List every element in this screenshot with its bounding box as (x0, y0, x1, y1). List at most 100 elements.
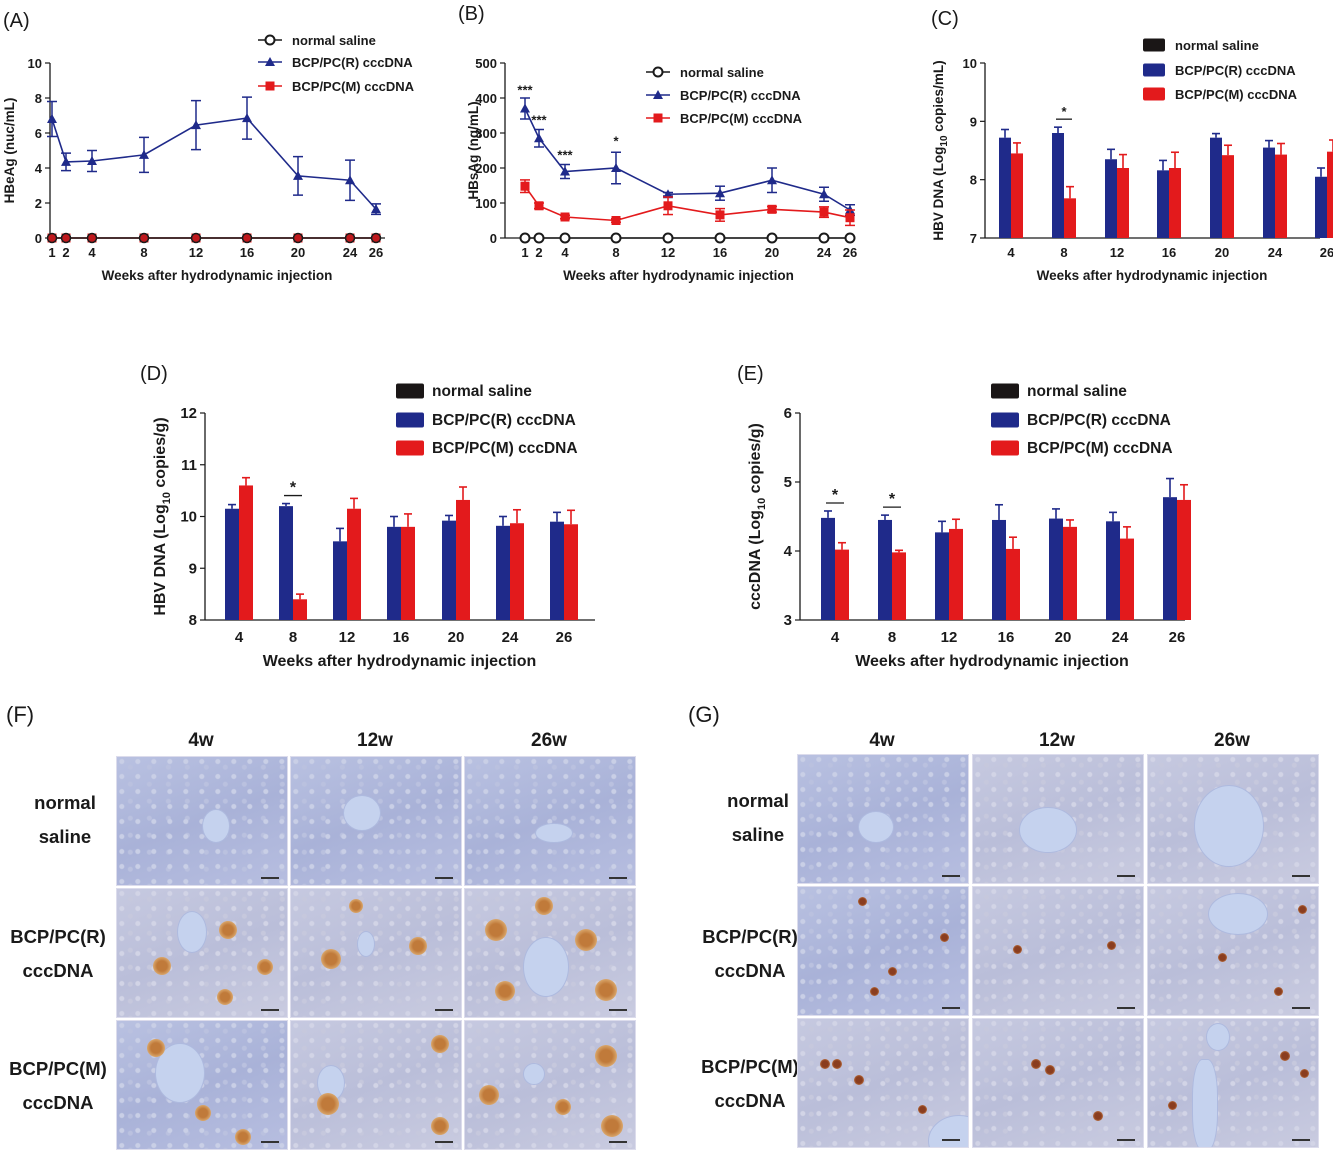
panel-f-column-26w: 26w (531, 730, 567, 751)
x-tick-label: 16 (240, 245, 254, 260)
data-point (663, 201, 673, 211)
x-tick-label: 8 (888, 629, 896, 646)
y-axis-title-part: 10 (939, 135, 950, 147)
x-tick-label: 24 (502, 629, 519, 646)
x-tick-label: 4 (235, 629, 244, 646)
data-point (653, 113, 663, 123)
legend-item-E-0: normal saline (991, 383, 1127, 400)
data-point (559, 232, 571, 244)
y-axis-title-part: HBV DNA (Log (152, 504, 169, 615)
legend-label: BCP/PC(M) cccDNA (1027, 440, 1173, 457)
micrograph-panel-g: (G) 4w 12w 26w normal saline BCP/PC(R) ccc… (680, 690, 1333, 1155)
bar (1052, 133, 1064, 238)
y-axis-title-part: cccDNA (Log (747, 510, 764, 610)
bar (835, 549, 849, 620)
legend-label: normal saline (292, 33, 376, 48)
bar (293, 599, 307, 620)
y-axis-title-E: cccDNA (Log10 copies/g) (747, 423, 768, 610)
legend-item-E-2: BCP/PC(M) cccDNA (991, 440, 1173, 457)
x-tick-label: 12 (339, 629, 356, 646)
legend-swatch (396, 383, 424, 399)
bar (1006, 548, 1020, 620)
bar (496, 525, 510, 620)
legend-B: normal saline BCP/PC(R) cccDNA BCP/PC(M) c… (646, 65, 803, 126)
data-point (520, 181, 530, 191)
series-D-1 (225, 502, 564, 620)
data-point (560, 212, 570, 222)
y-axis-title-part: 10 (161, 492, 173, 504)
x-tick-label: 26 (369, 245, 383, 260)
legend-label: BCP/PC(R) cccDNA (292, 55, 413, 70)
bar (1210, 137, 1222, 238)
y-tick-label: 8 (970, 173, 977, 188)
x-tick-label: 20 (1215, 245, 1229, 260)
y-tick-label: 8 (35, 91, 42, 106)
data-point (47, 114, 57, 123)
bar (992, 519, 1006, 620)
y-tick-label: 9 (970, 114, 977, 129)
data-point (344, 232, 356, 244)
series-C-1 (999, 126, 1327, 238)
y-tick-label: 0 (490, 231, 497, 246)
legend-label: BCP/PC(M) cccDNA (432, 440, 578, 457)
legend-E: normal saline BCP/PC(R) cccDNA BCP/PC(M) c… (991, 383, 1173, 457)
y-tick-label: 100 (475, 196, 497, 211)
y-axis-title-part: copies/g) (747, 423, 764, 498)
data-point (265, 57, 275, 66)
x-tick-label: 26 (1320, 245, 1333, 260)
series-A-1 (47, 96, 381, 216)
legend-swatch (1143, 87, 1165, 101)
panel-g-column-26w: 26w (1214, 730, 1250, 751)
data-point (767, 204, 777, 214)
x-tick-label: 1 (521, 245, 528, 260)
data-point (191, 120, 201, 130)
series-A-0 (46, 232, 382, 244)
data-point (663, 189, 673, 199)
data-point (715, 210, 725, 220)
micrograph-f-r-4w (116, 888, 288, 1018)
x-tick-label: 24 (1112, 629, 1129, 646)
y-tick-label: 400 (475, 91, 497, 106)
significance-marker: * (1061, 104, 1067, 119)
data-point (818, 232, 830, 244)
micrograph-f-m-12w (290, 1020, 462, 1150)
legend-item-D-0: normal saline (396, 383, 532, 400)
bar (1120, 538, 1134, 620)
panel-f-column-4w: 4w (188, 730, 214, 751)
data-point (610, 232, 622, 244)
legend-item-A-2: BCP/PC(M) cccDNA (258, 79, 415, 94)
y-axis-title-B: HBsAg (ng/mL) (466, 101, 481, 199)
panel-label-A: (A) (3, 10, 30, 32)
axes-C: 7 8 9 10 (C) Weeks after hydrodynamic injecti… (931, 8, 1320, 283)
bar (1049, 518, 1063, 620)
micrograph-g-saline-26w (1147, 754, 1319, 884)
legend-item-B-2: BCP/PC(M) cccDNA (646, 111, 803, 126)
x-tick-label: 26 (556, 629, 573, 646)
bar (564, 524, 578, 620)
data-point (519, 232, 531, 244)
x-tick-label: 26 (843, 245, 857, 260)
data-point (242, 113, 252, 123)
legend-label: BCP/PC(M) cccDNA (680, 111, 803, 126)
legend-swatch (396, 440, 424, 456)
bar (1263, 147, 1275, 238)
x-tick-label: 12 (1110, 245, 1124, 260)
y-tick-label: 10 (963, 56, 977, 71)
data-point (265, 81, 275, 91)
y-tick-label: 5 (784, 474, 792, 491)
significance-marker: *** (517, 83, 533, 98)
x-tick-label: 24 (817, 245, 832, 260)
data-point (767, 175, 777, 185)
legend-C: normal saline BCP/PC(R) cccDNA BCP/PC(M) c… (1143, 38, 1298, 102)
bar (892, 552, 906, 620)
x-tick-label: 24 (1268, 245, 1283, 260)
data-point (190, 232, 202, 244)
bar (279, 506, 293, 620)
y-tick-label: 12 (180, 405, 197, 422)
significance-marker: * (613, 133, 619, 148)
data-point (533, 232, 545, 244)
data-point (844, 232, 856, 244)
panel-g-row-r: BCP/PC(R) cccDNA (702, 926, 798, 981)
x-tick-label: 8 (140, 245, 147, 260)
legend-label: BCP/PC(M) cccDNA (1175, 87, 1298, 102)
